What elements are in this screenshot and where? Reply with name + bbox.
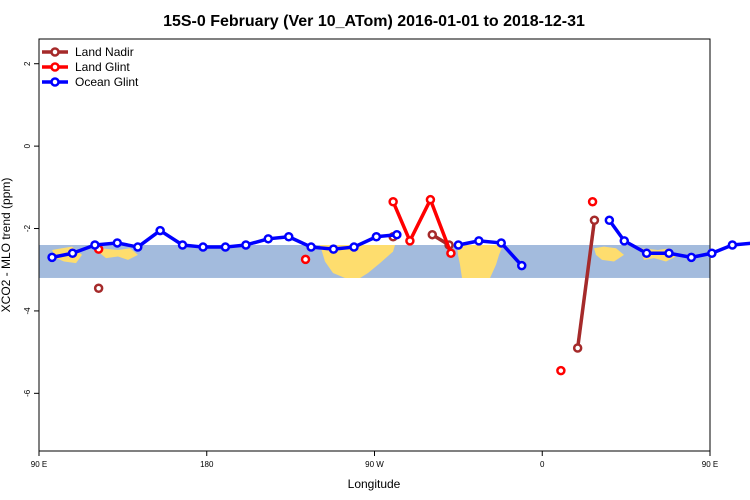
ocean-glint-point <box>392 229 402 240</box>
chart-title: 15S-0 February (Ver 10_ATom) 2016-01-01 … <box>163 13 585 30</box>
ocean-glint-point <box>707 248 717 258</box>
ocean-glint-point <box>155 225 165 236</box>
ocean-glint-point <box>47 252 57 263</box>
land-nadir-point <box>427 229 438 240</box>
y-axis: -6 -4 -2 0 2 <box>23 61 39 397</box>
ocean-glint-point <box>641 248 652 258</box>
ocean-glint-point <box>664 248 674 258</box>
y-tick-label: 2 <box>23 61 32 66</box>
legend-swatch-marker <box>50 47 60 57</box>
legend-label: Land Glint <box>75 60 130 74</box>
x-axis-label: Longitude <box>348 477 401 491</box>
land-mass <box>320 245 395 278</box>
ocean-glint-point <box>133 242 143 252</box>
ocean-glint-point <box>686 252 697 263</box>
legend-item-land-nadir: Land Nadir <box>42 45 134 59</box>
ocean-glint-point <box>90 240 100 250</box>
legend-swatch-marker <box>50 62 60 72</box>
ocean-glint-point <box>516 260 527 271</box>
ocean-glint-point <box>496 238 506 248</box>
land-glint-point <box>425 194 436 205</box>
ocean-glint-point <box>177 240 188 250</box>
ocean-glint-point <box>604 215 615 226</box>
x-axis: 90 E 180 90 W 0 90 E <box>31 451 718 469</box>
land-nadir-line <box>575 220 597 349</box>
y-tick-label: -4 <box>23 307 32 315</box>
legend-item-land-glint: Land Glint <box>42 60 130 74</box>
ocean-glint-point <box>619 236 630 246</box>
land-glint-point <box>300 254 311 265</box>
land-glint-point <box>446 248 456 258</box>
ocean-glint-point <box>67 248 78 258</box>
ocean-glint-point <box>453 240 464 250</box>
ocean-glint-point <box>198 242 208 252</box>
x-tick-label: 90 E <box>702 460 718 469</box>
plot-area <box>38 38 750 452</box>
y-tick-label: -6 <box>23 389 32 397</box>
land-glint-point <box>405 236 415 246</box>
ocean-glint-point <box>284 232 294 242</box>
land-glint-line <box>391 197 453 254</box>
series-ocean-glint <box>47 215 750 271</box>
land-nadir-point <box>589 215 600 226</box>
series-layer <box>47 194 750 376</box>
x-tick-label: 0 <box>540 460 545 469</box>
ocean-glint-point <box>349 242 359 252</box>
ocean-glint-point <box>371 232 382 242</box>
series-land-glint <box>93 194 598 376</box>
land-glint-point <box>587 196 598 207</box>
ocean-glint-point <box>220 242 231 252</box>
series-land-nadir <box>93 215 600 353</box>
land-glint-point <box>556 365 566 376</box>
ocean-glint-line <box>458 239 524 267</box>
legend-label: Land Nadir <box>75 45 134 59</box>
x-tick-label: 90 E <box>31 460 47 469</box>
legend-swatch-marker <box>50 77 60 87</box>
ocean-glint-point <box>112 238 123 248</box>
legend-item-ocean-glint: Ocean Glint <box>42 75 139 89</box>
x-tick-label: 90 W <box>365 460 384 469</box>
ocean-glint-point <box>474 236 484 246</box>
ocean-glint-point <box>306 242 316 252</box>
land-glint-point <box>388 196 398 207</box>
x-tick-label: 180 <box>200 460 214 469</box>
y-tick-label: -2 <box>23 224 32 232</box>
land-nadir-point <box>93 283 104 294</box>
land-mass <box>594 246 624 262</box>
ocean-glint-point <box>241 240 251 250</box>
ocean-glint-point <box>727 240 738 250</box>
land-mass <box>100 248 138 260</box>
ocean-glint-point <box>263 234 274 244</box>
y-tick-label: 0 <box>23 143 32 148</box>
ocean-glint-line <box>607 219 750 260</box>
ocean-glint-point <box>328 244 339 254</box>
y-axis-label: XCO2 - MLO trend (ppm) <box>0 178 13 313</box>
legend-label: Ocean Glint <box>75 75 139 89</box>
land-mass <box>457 245 503 278</box>
land-nadir-point <box>572 343 583 353</box>
